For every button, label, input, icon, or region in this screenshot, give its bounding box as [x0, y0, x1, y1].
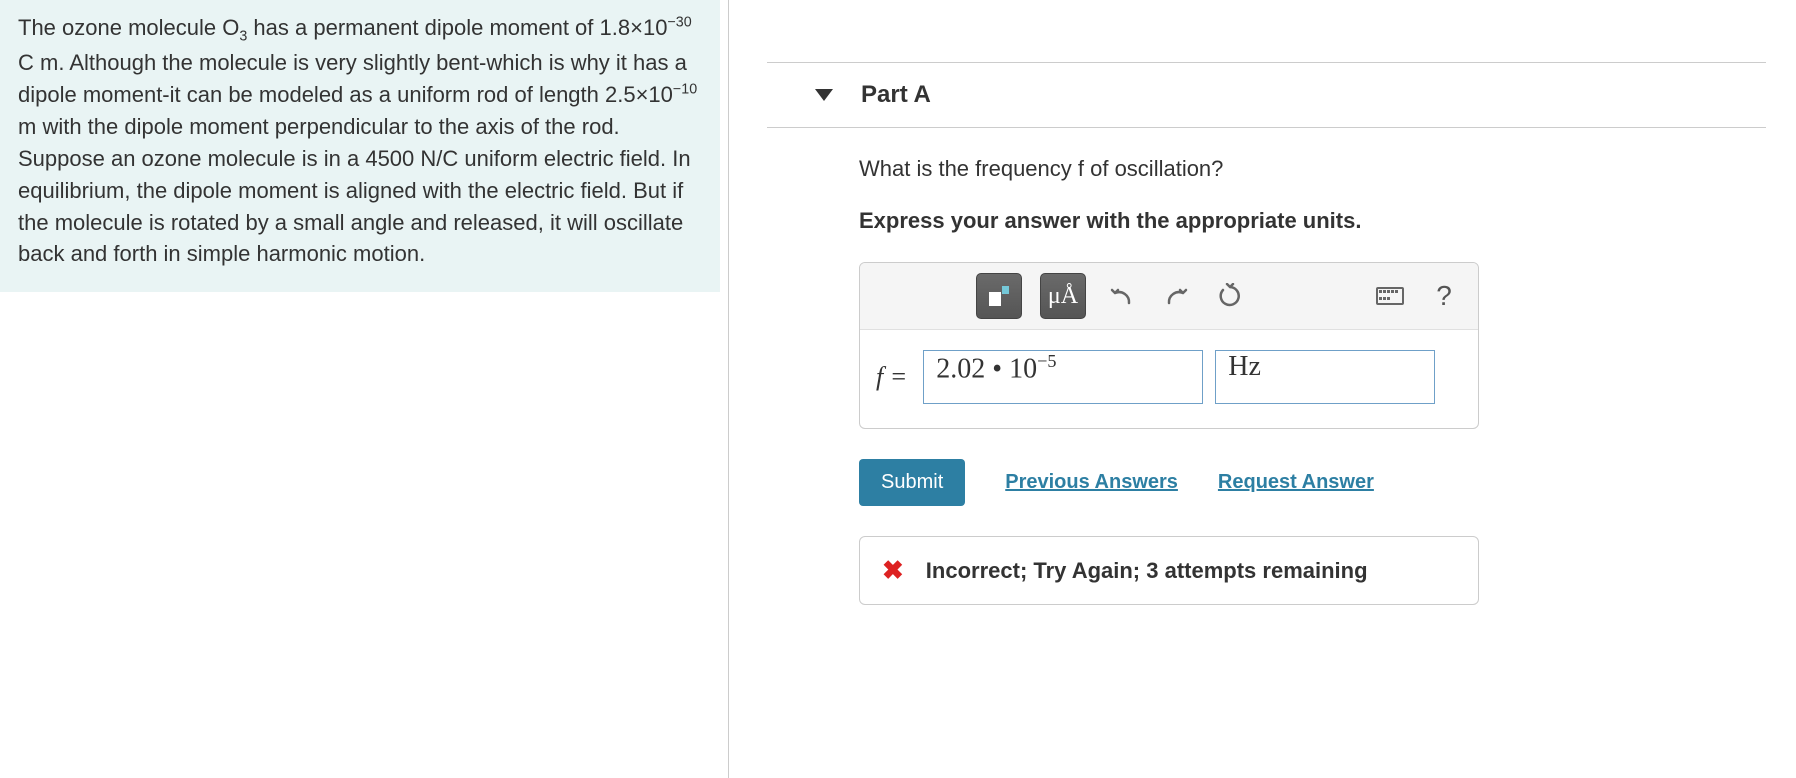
variable-label: f = — [876, 362, 907, 392]
redo-button[interactable] — [1158, 278, 1194, 314]
undo-icon — [1109, 285, 1135, 307]
previous-answers-link[interactable]: Previous Answers — [1005, 471, 1178, 494]
templates-icon — [989, 286, 1009, 306]
question-text: What is the frequency f of oscillation? — [859, 156, 1766, 182]
request-answer-link[interactable]: Request Answer — [1218, 471, 1374, 494]
submit-button[interactable]: Submit — [859, 459, 965, 506]
help-button[interactable]: ? — [1426, 278, 1462, 314]
input-toolbar: μÅ ? — [860, 263, 1478, 330]
field-unit: N/C — [420, 146, 458, 171]
collapse-icon — [815, 89, 833, 101]
answer-row: f = 2.02 • 10−5 Hz — [860, 330, 1478, 428]
keyboard-icon — [1376, 287, 1404, 305]
units-icon: μÅ — [1048, 283, 1078, 310]
unit-input[interactable]: Hz — [1215, 350, 1435, 404]
part-header[interactable]: Part A — [767, 62, 1766, 128]
problem-panel: The ozone molecule O3 has a permanent di… — [0, 0, 720, 778]
reset-button[interactable] — [1212, 278, 1248, 314]
answer-panel: Part A What is the frequency f of oscill… — [737, 0, 1796, 778]
undo-button[interactable] — [1104, 278, 1140, 314]
instruction-text: Express your answer with the appropriate… — [859, 208, 1766, 234]
vertical-divider — [728, 0, 729, 778]
templates-button[interactable] — [976, 273, 1022, 319]
question-area: What is the frequency f of oscillation? … — [767, 128, 1766, 605]
text-segment: has a permanent dipole moment of — [247, 15, 599, 40]
text-segment: . Although the molecule is very slightly… — [18, 50, 687, 107]
error-icon: ✖ — [882, 555, 904, 586]
value-input[interactable]: 2.02 • 10−5 — [923, 350, 1203, 404]
redo-icon — [1163, 285, 1189, 307]
feedback-box: ✖ Incorrect; Try Again; 3 attempts remai… — [859, 536, 1479, 605]
reset-icon — [1217, 283, 1243, 309]
units-button[interactable]: μÅ — [1040, 273, 1086, 319]
feedback-text: Incorrect; Try Again; 3 attempts remaini… — [926, 558, 1368, 584]
o3-formula: O3 — [222, 15, 247, 40]
problem-text: The ozone molecule O3 has a permanent di… — [0, 0, 720, 292]
part-label: Part A — [861, 81, 931, 109]
action-row: Submit Previous Answers Request Answer — [859, 459, 1766, 506]
text-segment: The ozone molecule — [18, 15, 222, 40]
keyboard-button[interactable] — [1372, 278, 1408, 314]
answer-input-card: μÅ ? f = — [859, 262, 1479, 429]
